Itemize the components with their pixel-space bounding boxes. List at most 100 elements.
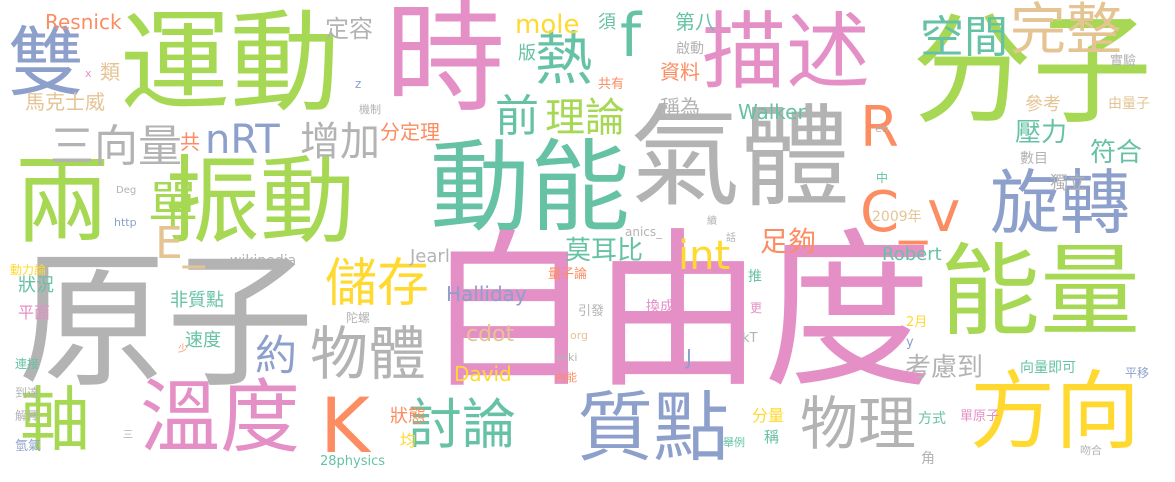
word: 運動	[120, 0, 340, 127]
word: 馬克士威	[25, 90, 105, 114]
word: 描述	[702, 3, 871, 101]
word: 共	[180, 130, 200, 154]
word: 約	[255, 331, 298, 380]
word: 方式	[918, 411, 946, 427]
word: 中	[876, 171, 889, 185]
word: 吻合	[1080, 444, 1102, 457]
word: 數目	[1020, 151, 1048, 167]
word: 向量即可	[1020, 360, 1076, 376]
word: 資料	[660, 60, 700, 84]
word: 量子論	[548, 267, 588, 282]
word: 兩	[15, 147, 111, 257]
word: 氫氣	[15, 439, 42, 454]
word: 狀況	[18, 275, 54, 296]
word: 由量子	[1108, 96, 1150, 112]
word: f	[620, 1, 642, 71]
word: 引發	[578, 304, 605, 319]
word: 軸	[20, 379, 90, 461]
word: 獨立	[1050, 173, 1086, 194]
word: 實驗	[1110, 54, 1137, 69]
word: 討論	[408, 393, 516, 456]
word: 版	[518, 43, 536, 64]
word: 壓力	[1015, 118, 1068, 148]
word: 原子	[18, 236, 314, 408]
word: anics_	[625, 225, 663, 239]
word: J	[686, 345, 692, 369]
word: 增加	[300, 119, 380, 165]
word: Deg	[116, 185, 137, 196]
word: nRT	[205, 117, 280, 163]
word: Robert	[882, 244, 942, 265]
word: 理論	[545, 95, 625, 141]
word: mole	[515, 10, 580, 40]
word: 機制	[359, 103, 381, 116]
word: Resnick	[45, 10, 122, 34]
word: C_v	[860, 180, 961, 245]
word: 續	[707, 216, 717, 227]
word: 連接	[15, 357, 40, 371]
word: 物體	[310, 320, 427, 388]
word: 第八	[675, 10, 715, 34]
word: 單原子	[960, 409, 1000, 424]
word: 啟動	[676, 41, 704, 57]
word: 氣體	[630, 94, 850, 222]
word: 換成	[646, 299, 674, 315]
word: 稱	[764, 428, 780, 446]
word: 分子	[912, 2, 1152, 141]
word: 儲存	[325, 254, 430, 314]
word: 分量	[752, 406, 785, 425]
word: 非質點	[170, 290, 224, 311]
word: y	[906, 335, 914, 350]
word: E_	[155, 218, 205, 269]
word: 狀態	[390, 406, 426, 427]
word: 分定理	[380, 120, 440, 144]
word: 溫度	[140, 371, 300, 464]
word: K	[320, 381, 370, 470]
word: 物理	[800, 390, 917, 458]
word: 莫耳比	[565, 236, 644, 266]
word: 28physics	[320, 454, 386, 469]
word: 內能	[555, 371, 577, 384]
word: 雙	[8, 18, 84, 107]
word: 均	[400, 431, 417, 450]
word: int	[678, 233, 731, 279]
word: 足夠	[760, 225, 817, 258]
word: 2009年	[872, 209, 922, 225]
word: wiki	[556, 351, 578, 364]
word: 須	[598, 12, 616, 33]
word: R	[860, 95, 899, 160]
word: 能量	[940, 233, 1140, 350]
word: 推	[748, 269, 762, 285]
word: 陀螺	[346, 311, 371, 325]
word: 方向	[970, 363, 1141, 462]
word: 平面	[18, 303, 51, 322]
word: en	[875, 122, 889, 135]
word: 到達	[15, 386, 40, 400]
word: 少	[178, 344, 188, 355]
word: 平移	[1125, 366, 1150, 380]
word: David	[454, 362, 512, 386]
word: 類	[100, 60, 120, 84]
word: 質點	[577, 383, 729, 472]
word: x	[85, 67, 92, 80]
word: 完整	[1010, 0, 1122, 63]
word: 前	[495, 91, 539, 142]
word: 三向量	[50, 121, 182, 172]
word: 時	[385, 0, 505, 129]
word: 動能	[430, 129, 630, 246]
word: Halliday	[446, 282, 527, 306]
word: 速度	[185, 330, 221, 351]
word: 動力論	[10, 263, 47, 277]
word: 定容	[325, 15, 373, 43]
word: 旋轉	[990, 162, 1130, 244]
word: Jearl	[410, 246, 450, 267]
word: http	[114, 216, 137, 229]
word: 解釋	[15, 409, 40, 423]
word: z	[355, 77, 362, 91]
word: Walker	[738, 100, 806, 124]
word: 考慮到	[905, 353, 984, 383]
word: wikipedia	[230, 253, 297, 269]
word: 符合	[1090, 138, 1143, 168]
word: kT	[742, 331, 758, 346]
